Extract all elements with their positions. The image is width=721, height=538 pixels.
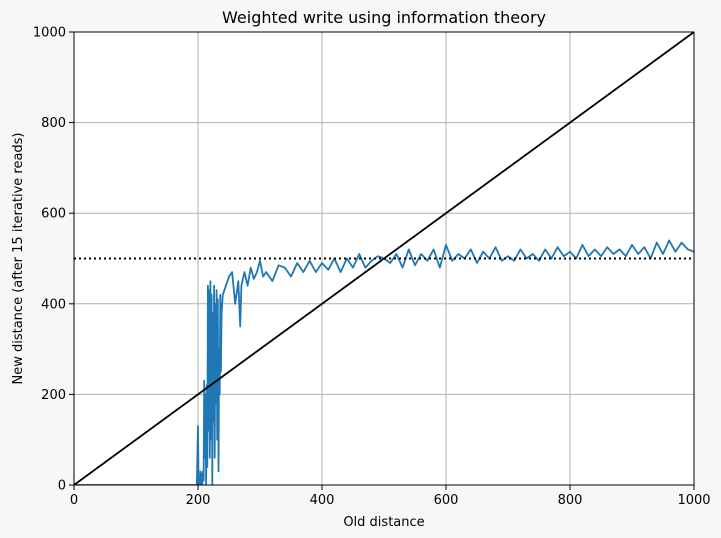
x-axis: 0 200 400 600 800 1000 (70, 485, 711, 508)
x-tick-label: 400 (310, 493, 335, 508)
x-tick-label: 800 (558, 493, 583, 508)
y-axis-label: New distance (after 15 iterative reads) (11, 132, 26, 384)
y-tick-label: 1000 (33, 26, 66, 41)
y-tick-label: 0 (58, 479, 66, 494)
series-layer (74, 32, 694, 485)
y-tick-label: 800 (41, 116, 66, 131)
x-axis-label: Old distance (343, 515, 424, 530)
x-tick-label: 1000 (677, 493, 710, 508)
x-tick-label: 200 (186, 493, 211, 508)
x-tick-label: 600 (434, 493, 459, 508)
y-tick-label: 400 (41, 297, 66, 312)
y-axis: 0 200 400 600 800 1000 (33, 26, 74, 494)
y-tick-label: 600 (41, 207, 66, 222)
plot-frame (73, 31, 695, 486)
series-line-measured (74, 239, 694, 485)
x-tick-label: 0 (70, 493, 78, 508)
chart-title: Weighted write using information theory (222, 8, 546, 27)
y-tick-label: 200 (41, 388, 66, 403)
